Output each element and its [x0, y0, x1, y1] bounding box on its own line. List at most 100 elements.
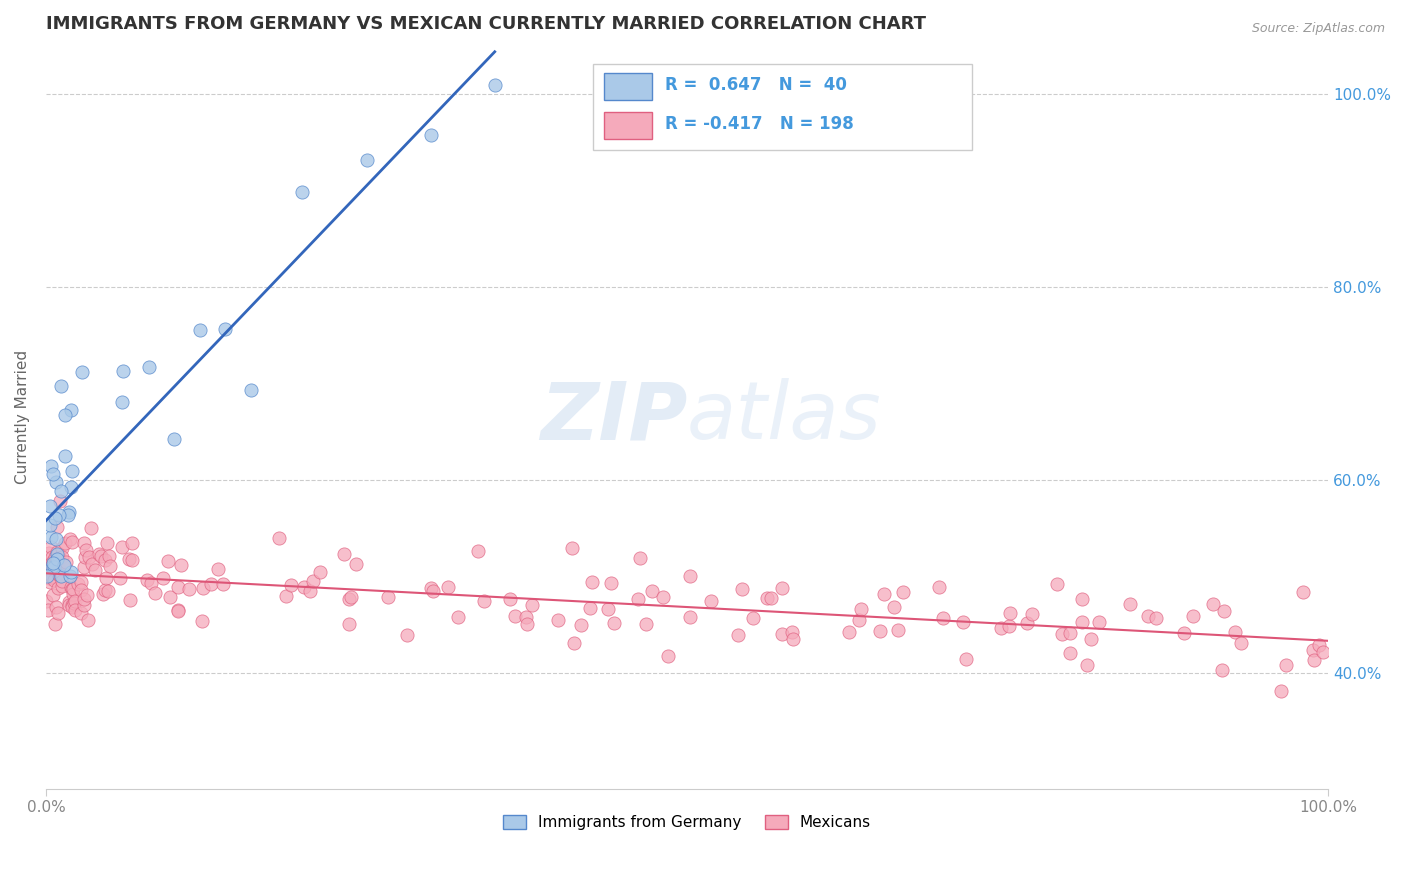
Point — [727, 627, 749, 641]
Point — [60, 599, 83, 614]
Point — [191, 615, 214, 629]
Point — [1088, 615, 1111, 629]
Point — [782, 632, 804, 647]
Point — [1225, 625, 1247, 640]
Point — [70, 606, 93, 620]
Point — [1270, 683, 1292, 698]
Point — [869, 624, 891, 638]
Text: R = -0.417   N = 198: R = -0.417 N = 198 — [665, 115, 853, 133]
Point — [48, 508, 70, 522]
Point — [46, 582, 69, 596]
Point — [38, 557, 60, 571]
Point — [35, 594, 58, 608]
Point — [873, 587, 896, 601]
Point — [51, 569, 73, 583]
Point — [80, 557, 103, 571]
Point — [634, 617, 657, 632]
Point — [59, 565, 82, 579]
Point — [641, 584, 664, 599]
Point — [770, 582, 793, 596]
Point — [41, 558, 63, 572]
Point — [46, 520, 69, 534]
Point — [731, 582, 754, 596]
Point — [98, 559, 121, 574]
Point — [928, 580, 950, 594]
Point — [212, 576, 235, 591]
Point — [46, 547, 69, 561]
Point — [891, 585, 914, 599]
Point — [110, 571, 132, 585]
Point — [111, 394, 134, 409]
Point — [52, 558, 75, 573]
Point — [97, 584, 120, 599]
Point — [1230, 635, 1253, 649]
Point — [761, 591, 783, 605]
Point — [700, 593, 723, 607]
Point — [1076, 657, 1098, 672]
Text: IMMIGRANTS FROM GERMANY VS MEXICAN CURRENTLY MARRIED CORRELATION CHART: IMMIGRANTS FROM GERMANY VS MEXICAN CURRE… — [46, 15, 927, 33]
Point — [337, 591, 360, 606]
Point — [63, 594, 86, 608]
Point — [990, 621, 1012, 635]
Point — [599, 575, 621, 590]
Point — [46, 566, 69, 581]
Point — [603, 615, 626, 630]
Point — [742, 610, 765, 624]
Point — [42, 573, 65, 587]
Point — [1070, 591, 1092, 606]
FancyBboxPatch shape — [593, 64, 972, 150]
Point — [581, 574, 603, 589]
Point — [627, 592, 650, 607]
Point — [280, 578, 302, 592]
Point — [562, 636, 585, 650]
Point — [138, 360, 160, 375]
Point — [90, 549, 112, 563]
Point — [75, 543, 97, 558]
Point — [515, 610, 537, 624]
Point — [37, 569, 59, 583]
Point — [46, 606, 69, 620]
Point — [39, 459, 62, 474]
Point — [1059, 626, 1081, 640]
Point — [41, 560, 63, 574]
Point — [997, 618, 1019, 632]
Point — [120, 592, 142, 607]
Point — [58, 598, 80, 612]
Text: atlas: atlas — [688, 378, 882, 456]
Point — [79, 549, 101, 564]
Point — [136, 573, 159, 587]
Point — [1144, 611, 1167, 625]
Point — [200, 577, 222, 591]
Point — [41, 467, 63, 481]
Point — [80, 521, 103, 535]
Point — [419, 128, 441, 142]
Point — [1211, 663, 1233, 677]
Point — [49, 493, 72, 508]
Point — [340, 591, 363, 605]
Point — [38, 499, 60, 513]
Point — [191, 581, 214, 595]
Point — [73, 559, 96, 574]
Point — [503, 609, 526, 624]
Point — [60, 582, 83, 596]
Point — [62, 582, 84, 596]
Y-axis label: Currently Married: Currently Married — [15, 350, 30, 484]
Point — [38, 570, 60, 584]
Point — [59, 532, 82, 546]
Point — [45, 475, 67, 489]
Point — [37, 561, 59, 575]
Point — [48, 550, 70, 565]
Point — [292, 580, 315, 594]
Point — [356, 153, 378, 167]
Point — [38, 517, 60, 532]
Text: ZIP: ZIP — [540, 378, 688, 456]
Point — [1201, 597, 1223, 611]
Point — [1275, 658, 1298, 673]
Point — [62, 587, 84, 601]
Point — [143, 586, 166, 600]
Point — [60, 535, 83, 549]
Point — [679, 568, 702, 582]
Point — [97, 549, 120, 564]
Point — [51, 549, 73, 564]
Point — [932, 611, 955, 625]
